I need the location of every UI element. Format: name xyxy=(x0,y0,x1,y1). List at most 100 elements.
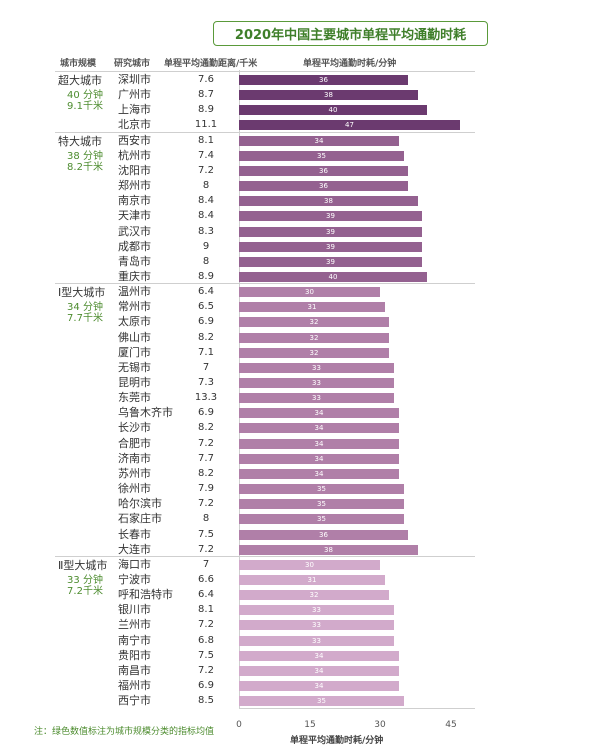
city-name: 济南市 xyxy=(118,452,151,465)
x-tick-label: 30 xyxy=(374,720,386,730)
city-name: 北京市 xyxy=(118,118,151,131)
header-city: 研究城市 xyxy=(114,59,151,69)
commute-time-bar xyxy=(239,530,408,540)
commute-time-bar xyxy=(239,423,399,433)
commute-time-bar xyxy=(239,666,399,676)
header-time: 单程平均通勤时耗/分钟 xyxy=(303,59,397,69)
commute-distance: 6.9 xyxy=(198,316,214,327)
commute-time-label: 38 xyxy=(324,197,333,205)
axis-line xyxy=(239,708,475,709)
table-row: 石家庄市 8 35 xyxy=(0,511,590,526)
commute-time-bar xyxy=(239,636,394,646)
table-row: 郑州市 8 36 xyxy=(0,178,590,193)
city-name: 南宁市 xyxy=(118,634,151,647)
commute-distance: 6.8 xyxy=(198,635,214,646)
group-divider xyxy=(55,71,475,72)
table-row: 兰州市 7.2 33 xyxy=(0,617,590,632)
group-name: 特大城市 xyxy=(58,135,102,148)
commute-time-label: 33 xyxy=(312,606,321,614)
table-row: 佛山市 8.2 32 xyxy=(0,330,590,345)
city-name: 太原市 xyxy=(118,315,151,328)
table-row: 西宁市 8.5 35 xyxy=(0,693,590,708)
table-row: 常州市 6.5 31 xyxy=(0,299,590,314)
table-row: 东莞市 13.3 33 xyxy=(0,390,590,405)
commute-time-label: 40 xyxy=(328,273,338,281)
city-name: 合肥市 xyxy=(118,437,151,450)
commute-time-bar xyxy=(239,605,394,615)
city-name: 贵阳市 xyxy=(118,649,151,662)
commute-time-bar xyxy=(239,560,380,570)
commute-time-bar xyxy=(239,439,399,449)
commute-time-label: 34 xyxy=(314,682,324,690)
commute-time-bar xyxy=(239,302,385,312)
city-name: 西安市 xyxy=(118,134,151,147)
city-name: 兰州市 xyxy=(118,618,151,631)
commute-time-bar xyxy=(239,590,389,600)
commute-time-bar xyxy=(239,333,389,343)
commute-time-label: 36 xyxy=(319,76,328,84)
table-row: 沈阳市 7.2 36 xyxy=(0,163,590,178)
commute-time-bar xyxy=(239,211,422,221)
commute-distance: 8 xyxy=(202,513,210,524)
table-row: 济南市 7.7 34 xyxy=(0,451,590,466)
commute-time-label: 34 xyxy=(314,440,324,448)
city-name: 石家庄市 xyxy=(118,512,162,525)
x-tick-label: 45 xyxy=(445,720,457,730)
city-name: 苏州市 xyxy=(118,467,151,480)
commute-time-label: 36 xyxy=(319,167,328,175)
commute-time-label: 34 xyxy=(314,424,324,432)
commute-distance: 7.9 xyxy=(198,483,214,494)
commute-distance: 7.2 xyxy=(198,544,214,555)
group-average-time: 34 分钟 xyxy=(67,302,103,313)
commute-distance: 7.3 xyxy=(198,377,214,388)
commute-time-label: 34 xyxy=(314,470,324,478)
commute-time-label: 35 xyxy=(317,485,326,493)
city-name: 宁波市 xyxy=(118,573,151,586)
commute-time-label: 38 xyxy=(324,546,333,554)
commute-time-bar xyxy=(239,166,408,176)
city-name: 上海市 xyxy=(118,103,151,116)
footnote: 注：绿色数值标注为城市规模分类的指标均值 xyxy=(34,727,215,737)
commute-distance: 6.4 xyxy=(198,286,214,297)
commute-time-bar xyxy=(239,196,418,206)
city-name: 温州市 xyxy=(118,285,151,298)
group-name: Ⅱ型大城市 xyxy=(58,559,108,572)
city-name: 乌鲁木齐市 xyxy=(118,406,173,419)
table-row: 呼和浩特市 6.4 32 xyxy=(0,587,590,602)
city-name: 青岛市 xyxy=(118,255,151,268)
group-average-time: 38 分钟 xyxy=(67,151,103,162)
table-row: 西安市 8.1 34 xyxy=(0,133,590,148)
commute-time-label: 36 xyxy=(319,531,328,539)
table-row: 杭州市 7.4 35 xyxy=(0,148,590,163)
commute-time-bar xyxy=(239,514,404,524)
commute-time-bar xyxy=(239,696,404,706)
group-average-distance: 8.2千米 xyxy=(67,162,103,173)
commute-distance: 7.2 xyxy=(198,619,214,630)
commute-time-label: 32 xyxy=(309,334,319,342)
table-row: 乌鲁木齐市 6.9 34 xyxy=(0,405,590,420)
commute-time-bar xyxy=(239,363,394,373)
commute-time-bar xyxy=(239,408,399,418)
commute-time-label: 33 xyxy=(312,394,321,402)
commute-distance: 7.2 xyxy=(198,498,214,509)
commute-time-label: 34 xyxy=(314,455,324,463)
group-divider xyxy=(55,283,475,284)
group-average: 38 分钟 8.2千米 xyxy=(60,151,110,173)
commute-time-label: 40 xyxy=(328,106,338,114)
commute-distance: 8 xyxy=(202,256,210,267)
group-name: 超大城市 xyxy=(58,74,102,87)
table-row: 南京市 8.4 38 xyxy=(0,193,590,208)
commute-distance: 7 xyxy=(202,559,210,570)
commute-distance: 8.7 xyxy=(198,89,214,100)
commute-distance: 7.4 xyxy=(198,150,214,161)
commute-time-label: 39 xyxy=(326,243,335,251)
commute-distance: 8.1 xyxy=(198,604,214,615)
group-average-distance: 7.2千米 xyxy=(67,586,103,597)
commute-distance: 8.1 xyxy=(198,135,214,146)
commute-time-bar xyxy=(239,90,418,100)
commute-time-label: 47 xyxy=(345,121,354,129)
commute-time-bar xyxy=(239,287,380,297)
commute-distance: 8.2 xyxy=(198,468,214,479)
group-average-time: 40 分钟 xyxy=(67,90,103,101)
commute-distance: 8.4 xyxy=(198,195,214,206)
